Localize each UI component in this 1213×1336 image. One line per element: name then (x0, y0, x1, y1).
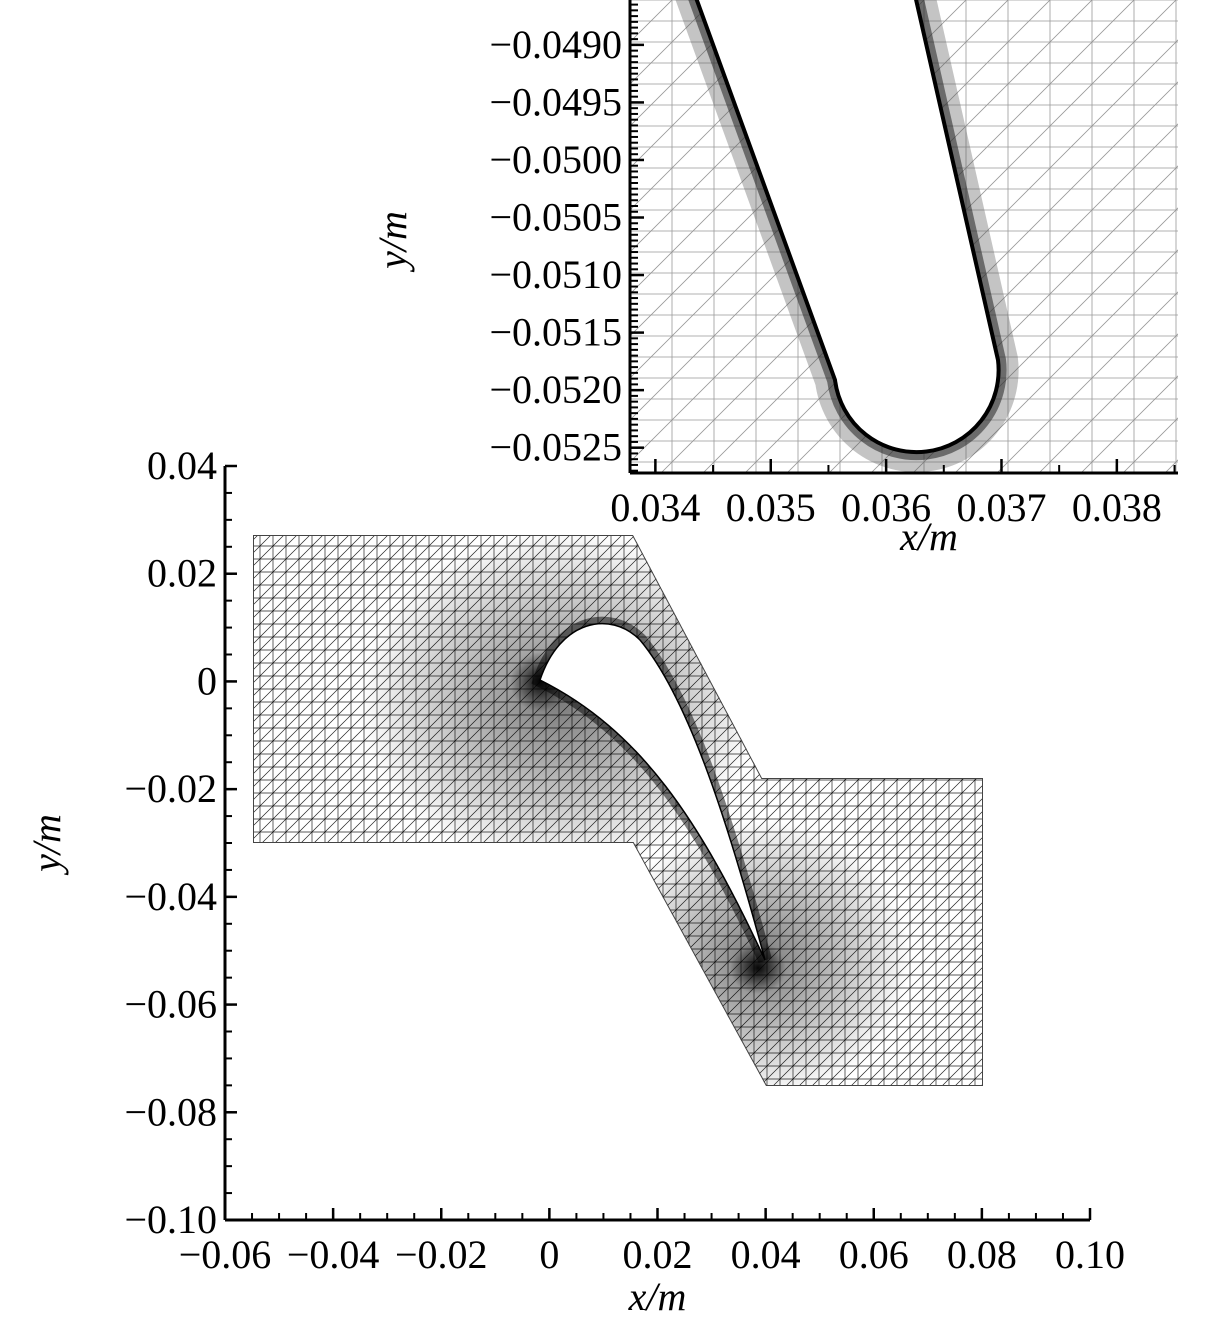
y-tick-label: −0.0510 (489, 252, 622, 297)
inset-mesh (631, 0, 1178, 472)
y-tick-label: −0.0525 (489, 425, 622, 470)
x-tick-label: 0.08 (947, 1232, 1017, 1277)
y-tick-label: −0.0505 (489, 195, 622, 240)
x-tick-label: −0.02 (395, 1232, 488, 1277)
y-tick-label: −0.0500 (489, 137, 622, 182)
y-tick-label: 0.02 (147, 551, 217, 596)
y-tick-label: −0.0520 (489, 367, 622, 412)
y-tick-label: −0.04 (124, 874, 217, 919)
x-tick-label: 0.02 (623, 1232, 693, 1277)
y-tick-label: −0.02 (124, 766, 217, 811)
x-tick-label: 0.06 (839, 1232, 909, 1277)
y-tick-label: −0.08 (124, 1089, 217, 1134)
x-tick-label: −0.04 (287, 1232, 380, 1277)
y-tick-label: 0 (197, 658, 217, 703)
y-tick-label: −0.10 (124, 1197, 217, 1242)
x-tick-label: 0.037 (956, 485, 1046, 530)
x-tick-label: 0.035 (726, 485, 816, 530)
y-tick-label: −0.0495 (489, 79, 622, 124)
y-axis-label: y/m (370, 211, 415, 273)
y-tick-label: 0.04 (147, 443, 217, 488)
x-tick-label: 0.034 (610, 485, 700, 530)
x-tick-label: 0.04 (731, 1232, 801, 1277)
x-tick-label: −0.06 (179, 1232, 272, 1277)
y-tick-label: −0.0515 (489, 310, 622, 355)
x-tick-label: 0 (539, 1232, 559, 1277)
x-tick-label: 0.036 (841, 485, 931, 530)
mesh-domain (253, 535, 983, 1086)
y-tick-label: −0.06 (124, 982, 217, 1027)
y-tick-label: −0.0490 (489, 22, 622, 67)
x-tick-label: 0.10 (1055, 1232, 1125, 1277)
x-axis-label: x/m (628, 1274, 687, 1319)
x-axis-label: x/m (899, 514, 958, 559)
x-tick-label: 0.038 (1072, 485, 1162, 530)
y-axis-label: y/m (24, 814, 69, 876)
